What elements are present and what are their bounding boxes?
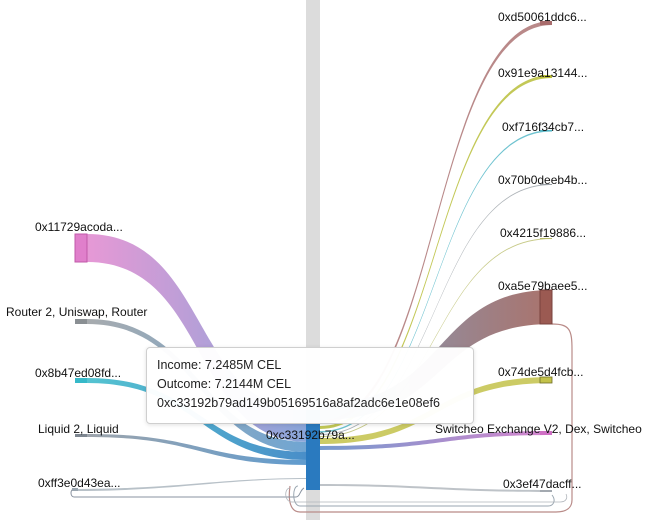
- flow-source-5-to-center[interactable]: [72, 478, 308, 491]
- target-node-8[interactable]: [540, 431, 552, 435]
- target-label-7: 0x74de5d4fcb...: [498, 365, 583, 379]
- center-label: 0xc33192b79a...: [266, 428, 355, 442]
- target-node-7[interactable]: [539, 376, 553, 384]
- source-node-3[interactable]: [75, 378, 87, 383]
- flow-source-4-to-center[interactable]: [87, 434, 308, 465]
- node-tooltip: Income: 7.2485M CEL Outcome: 7.2144M CEL…: [146, 347, 474, 424]
- target-label-8: Switcheo Exchange V2, Dex, Switcheo: [435, 422, 642, 436]
- source-label-3: 0x8b47ed08fd...: [35, 366, 121, 380]
- target-node-4[interactable]: [540, 184, 552, 185]
- loop-edge-bottom-1: [70, 487, 305, 498]
- source-node-2[interactable]: [75, 319, 87, 324]
- source-label-2: Router 2, Uniswap, Router: [6, 305, 147, 319]
- tooltip-address: 0xc33192b79ad149b05169516a8af2adc6e1e08e…: [157, 396, 440, 410]
- loop-edge-bottom-3: [285, 487, 568, 503]
- loop-edge-bottom-2: [293, 485, 555, 507]
- target-node-1[interactable]: [540, 21, 552, 25]
- loop-edge-left: [87, 262, 98, 340]
- source-label-5: 0xff3e0d43ea...: [38, 476, 121, 490]
- source-node-1[interactable]: [74, 233, 88, 263]
- source-node-4[interactable]: [75, 434, 87, 437]
- target-node-6[interactable]: [539, 289, 553, 325]
- target-label-1: 0xd50061ddc6...: [498, 10, 587, 24]
- flow-source-1-to-center[interactable]: [87, 234, 308, 442]
- target-label-2: 0x91e9a13144...: [498, 66, 587, 80]
- tooltip-outcome: Outcome: 7.2144M CEL: [157, 377, 292, 391]
- flow-center-to-target-8[interactable]: [320, 431, 552, 450]
- source-node-5[interactable]: [72, 488, 78, 491]
- target-label-3: 0xf716f34cb7...: [502, 120, 584, 134]
- target-label-4: 0x70b0deeb4b...: [498, 173, 587, 187]
- target-node-9[interactable]: [540, 490, 552, 492]
- target-label-6: 0xa5e79baee5...: [498, 279, 587, 293]
- target-node-5[interactable]: [540, 238, 552, 239]
- source-label-4: Liquid 2, Liquid: [38, 422, 119, 436]
- target-label-9: 0x3ef47dacff...: [503, 477, 582, 491]
- flow-center-to-target-9[interactable]: [320, 484, 552, 492]
- center-node[interactable]: [306, 410, 320, 490]
- target-node-2[interactable]: [540, 75, 552, 78]
- target-node-3[interactable]: [540, 130, 552, 132]
- source-label-1: 0x11729acoda...: [35, 220, 123, 234]
- target-label-5: 0x4215f19886...: [500, 226, 586, 240]
- tooltip-income: Income: 7.2485M CEL: [157, 358, 282, 372]
- loop-edge-right: [288, 323, 573, 513]
